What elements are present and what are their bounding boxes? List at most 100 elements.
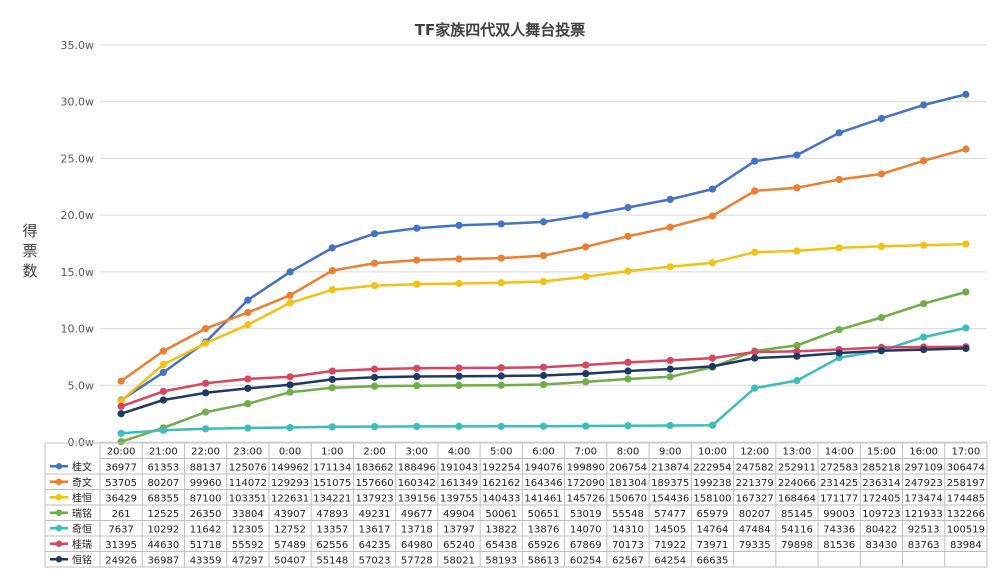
data-point: [539, 363, 548, 371]
table-cell: 231425: [820, 478, 858, 489]
data-point: [920, 157, 928, 165]
table-cell: 139755: [440, 493, 478, 504]
table-cell: 191043: [440, 462, 478, 473]
data-point: [666, 223, 674, 231]
table-cell: 47297: [232, 555, 264, 566]
table-cell: 57489: [274, 540, 306, 551]
data-point: [244, 321, 252, 329]
data-point: [455, 364, 463, 372]
table-cell: 49231: [359, 509, 391, 520]
table-cell: 11642: [190, 524, 222, 535]
y-tick-label: 35.0w: [61, 39, 95, 52]
table-cell: 258197: [947, 478, 985, 489]
table-cell: 62567: [612, 555, 644, 566]
data-point: [455, 422, 463, 430]
data-point: [117, 429, 125, 437]
data-point: [370, 365, 379, 373]
data-point: [835, 175, 843, 184]
data-point: [666, 195, 674, 204]
table-cell: 71922: [654, 540, 686, 551]
table-cell: 129293: [271, 478, 309, 489]
table-cell: 62556: [316, 540, 348, 551]
data-point: [244, 375, 252, 383]
data-point: [455, 279, 463, 288]
table-cell: 14764: [697, 524, 729, 535]
data-point: [117, 438, 125, 446]
data-point: [539, 380, 548, 389]
table-cell: 99003: [823, 509, 855, 520]
data-point: [328, 375, 336, 384]
data-point: [497, 372, 505, 380]
table-cell: 221379: [736, 478, 774, 489]
data-point: [328, 244, 336, 252]
legend-label: 桂瑞: [72, 538, 92, 551]
data-point: [497, 254, 505, 262]
data-point: [370, 382, 379, 390]
table-cell: 158100: [693, 493, 731, 504]
data-point: [413, 382, 421, 390]
table-cell: 53705: [105, 478, 137, 489]
table-cell: 80207: [739, 509, 771, 520]
table-cell: 192254: [482, 462, 520, 473]
table-cell: 247923: [905, 478, 943, 489]
data-point: [877, 313, 886, 322]
table-cell: 13876: [528, 524, 560, 535]
data-point: [624, 267, 632, 275]
data-point: [370, 281, 379, 290]
table-cell: 168464: [778, 493, 816, 504]
data-point: [962, 240, 970, 248]
data-point: [708, 354, 717, 362]
data-point: [920, 345, 928, 354]
table-cell: 224066: [778, 478, 816, 489]
data-point: [286, 423, 294, 432]
table-cell: 36977: [105, 462, 137, 473]
data-point: [793, 352, 801, 360]
legend-label: 奇文: [72, 476, 92, 489]
data-point: [117, 397, 125, 405]
x-tick-label: 23:00: [233, 447, 262, 458]
data-point: [666, 373, 674, 381]
data-point: [920, 333, 928, 341]
data-point: [201, 408, 210, 416]
table-cell: 14505: [654, 524, 686, 535]
data-point: [708, 259, 717, 267]
data-point: [201, 325, 210, 333]
legend-label: 奇恒: [72, 522, 92, 535]
data-point: [413, 372, 421, 381]
data-point: [328, 286, 336, 294]
table-cell: 51718: [190, 540, 222, 551]
table-cell: 57023: [359, 555, 391, 566]
data-point: [370, 373, 379, 381]
data-point: [539, 371, 548, 380]
series-6: [117, 344, 970, 418]
data-point: [455, 255, 463, 263]
table-cell: 12752: [274, 524, 306, 535]
data-point: [328, 384, 336, 392]
x-tick-label: 22:00: [191, 447, 220, 458]
data-point: [582, 378, 590, 386]
x-tick-label: 6:00: [532, 447, 554, 458]
table-cell: 64235: [359, 540, 391, 551]
table-cell: 173474: [905, 493, 943, 504]
data-point: [117, 377, 125, 385]
data-point: [370, 422, 379, 431]
data-point: [708, 421, 717, 429]
table-cell: 213874: [651, 462, 689, 473]
data-point: [751, 187, 759, 195]
table-cell: 73971: [697, 540, 729, 551]
table-cell: 54116: [781, 524, 813, 535]
data-point: [624, 375, 632, 383]
table-cell: 7637: [108, 524, 133, 535]
data-point: [159, 396, 167, 404]
table-cell: 157660: [355, 478, 393, 489]
x-tick-label: 9:00: [659, 447, 681, 458]
data-point: [413, 256, 421, 264]
table-cell: 50651: [528, 509, 560, 520]
table-cell: 167327: [736, 493, 774, 504]
data-point: [793, 151, 801, 159]
table-cell: 44630: [147, 540, 179, 551]
table-cell: 53019: [570, 509, 602, 520]
table-cell: 24926: [105, 555, 137, 566]
x-tick-label: 7:00: [575, 447, 597, 458]
